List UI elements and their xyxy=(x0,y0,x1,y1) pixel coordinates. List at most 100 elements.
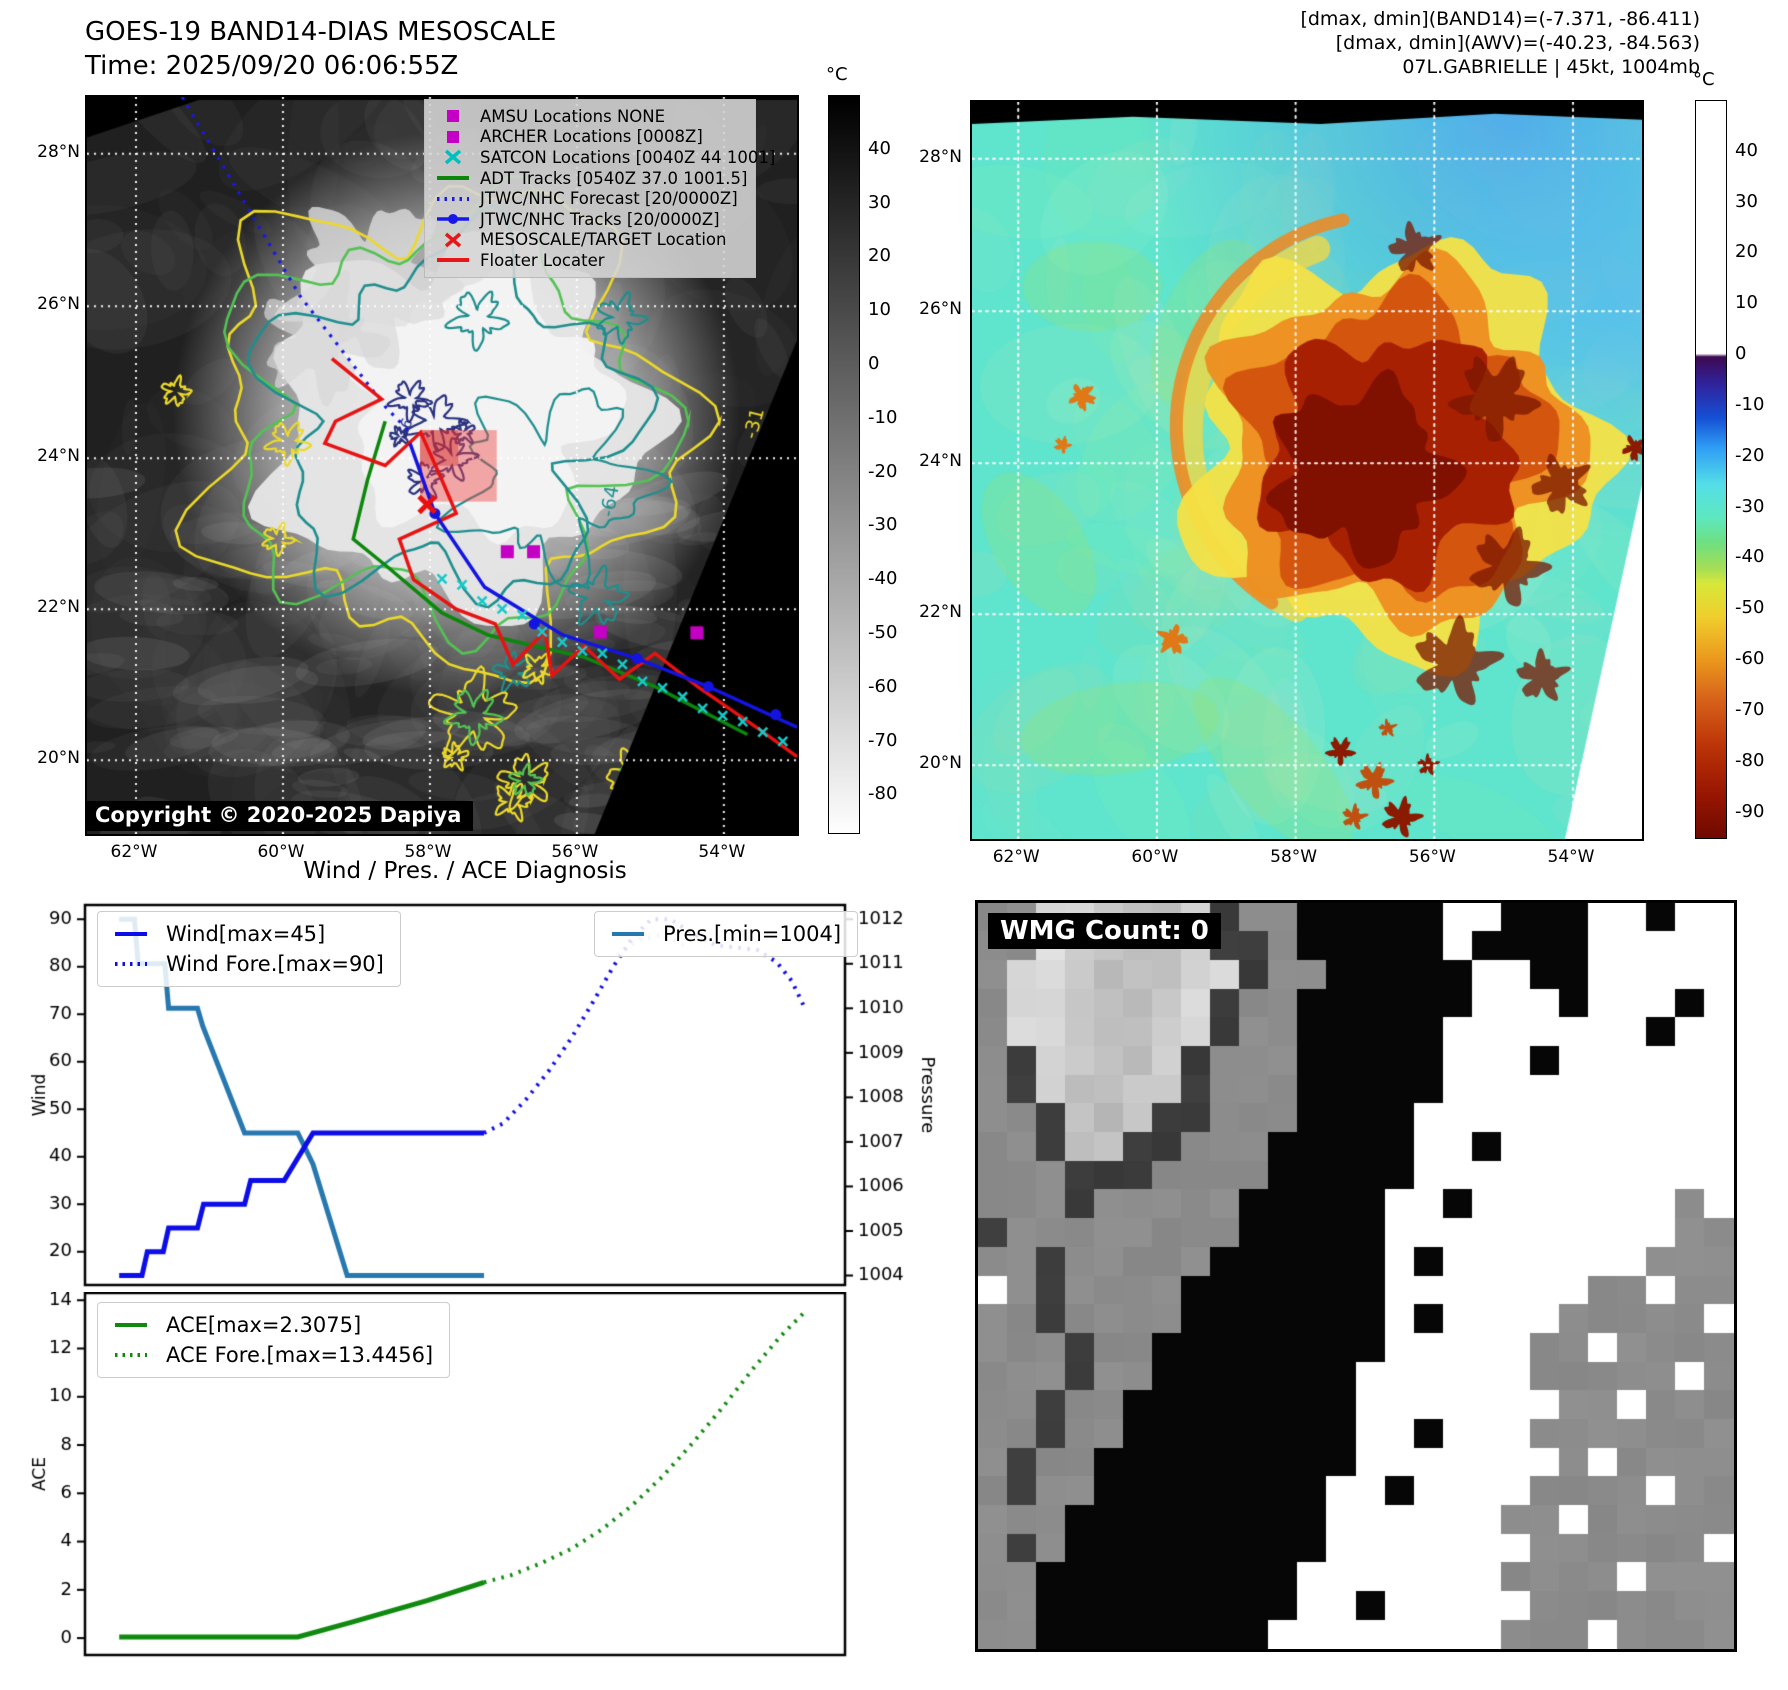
legend-swatch xyxy=(114,1317,154,1333)
cb-right-tick: -30 xyxy=(1735,495,1765,517)
x-swatch-icon xyxy=(444,150,462,165)
x-swatch-icon xyxy=(444,232,462,248)
wmg-raster-canvas xyxy=(978,903,1734,1649)
band14-lon-label: 62°W xyxy=(110,842,158,862)
legend-swatch xyxy=(611,926,651,942)
dotted-swatch-icon xyxy=(437,196,469,201)
band14-colorbar-unit: °C xyxy=(826,64,848,85)
legend-item: Wind[max=45] xyxy=(114,919,384,949)
awv-lat-label: 24°N xyxy=(919,451,962,472)
line-swatch-icon xyxy=(115,932,147,936)
awv-lon-label: 60°W xyxy=(1131,847,1179,867)
awv-header-line3: 07L.GABRIELLE | 45kt, 1004mb xyxy=(1402,55,1700,78)
cb-right-tick: -40 xyxy=(1735,546,1765,568)
legend-item: Wind Fore.[max=90] xyxy=(114,949,384,979)
legend-item: SATCON Locations [0040Z 44 1001] xyxy=(435,147,775,168)
legend-item: AMSU Locations NONE xyxy=(435,106,747,127)
dotted-swatch-icon xyxy=(115,1353,147,1357)
line-swatch-icon xyxy=(437,176,469,181)
awv-header: [dmax, dmin](BAND14)=(-7.371, -86.411) [… xyxy=(1040,8,1700,79)
pressure-chart-legend: Pres.[min=1004] xyxy=(594,911,859,957)
legend-label: Floater Locater xyxy=(480,250,605,270)
band14-map-legend: AMSU Locations NONE ARCHER Locations [000… xyxy=(424,99,775,278)
cb-right-tick: -60 xyxy=(1735,648,1765,670)
cb-right-tick: 40 xyxy=(1735,139,1758,161)
awv-header-line2: [dmax, dmin](AWV)=(-40.23, -84.563) xyxy=(1335,31,1700,54)
cb-right-tick: -90 xyxy=(1735,800,1765,822)
awv-map-panel xyxy=(970,100,1644,841)
awv-lat-label: 28°N xyxy=(919,146,962,167)
line-swatch-icon xyxy=(437,258,469,263)
awv-satellite-canvas xyxy=(972,102,1642,839)
legend-swatch xyxy=(435,149,471,165)
cb-left-tick: 10 xyxy=(868,299,891,321)
legend-item: ACE[max=2.3075] xyxy=(114,1310,433,1340)
legend-label: MESOSCALE/TARGET Location xyxy=(480,230,727,250)
band14-title: GOES-19 BAND14-DIAS MESOSCALE xyxy=(85,17,557,47)
legend-label: JTWC/NHC Tracks [20/0000Z] xyxy=(480,209,720,229)
legend-item: JTWC/NHC Tracks [20/0000Z] xyxy=(435,209,747,230)
wmg-panel: WMG Count: 0 xyxy=(975,900,1737,1652)
band14-lon-label: 54°W xyxy=(698,842,746,862)
awv-lat-label: 22°N xyxy=(919,602,962,623)
legend-item: MESOSCALE/TARGET Location xyxy=(435,230,747,251)
cb-left-tick: 20 xyxy=(868,245,891,267)
awv-colorbar-canvas xyxy=(1696,101,1726,838)
cb-right-tick: -80 xyxy=(1735,749,1765,771)
band14-lon-label: 60°W xyxy=(257,842,305,862)
cb-left-tick: -30 xyxy=(868,514,898,536)
legend-item: ADT Tracks [0540Z 37.0 1001.5] xyxy=(435,168,747,189)
cb-left-tick: 30 xyxy=(868,191,891,213)
band14-lon-label: 56°W xyxy=(551,842,599,862)
band14-lat-label: 28°N xyxy=(37,141,80,162)
line-swatch-icon xyxy=(612,932,644,936)
band14-lat-label: 20°N xyxy=(37,748,80,769)
cb-right-tick: -50 xyxy=(1735,597,1765,619)
awv-lon-label: 58°W xyxy=(1270,847,1318,867)
legend-label: ACE Fore.[max=13.4456] xyxy=(166,1343,434,1367)
cb-left-tick: -50 xyxy=(868,621,898,643)
wind-chart-legend: Wind[max=45] Wind Fore.[max=90] xyxy=(97,911,401,987)
cb-left-tick: -60 xyxy=(868,675,898,697)
awv-lat-label: 26°N xyxy=(919,299,962,320)
legend-swatch xyxy=(435,211,471,227)
legend-swatch xyxy=(435,232,471,248)
cb-right-tick: 10 xyxy=(1735,292,1758,314)
legend-label: AMSU Locations NONE xyxy=(480,106,666,126)
awv-header-line1: [dmax, dmin](BAND14)=(-7.371, -86.411) xyxy=(1300,8,1700,30)
cb-left-tick: -80 xyxy=(868,783,898,805)
cb-right-tick: 20 xyxy=(1735,241,1758,263)
legend-label: Wind[max=45] xyxy=(166,922,326,946)
awv-lon-label: 56°W xyxy=(1408,847,1456,867)
legend-swatch xyxy=(114,956,154,972)
legend-item: ARCHER Locations [0008Z] xyxy=(435,127,747,148)
square-swatch-icon xyxy=(447,110,459,123)
dotted-swatch-icon xyxy=(115,962,147,966)
legend-swatch xyxy=(435,129,471,145)
legend-label: ARCHER Locations [0008Z] xyxy=(480,127,703,147)
legend-swatch xyxy=(435,170,471,186)
legend-swatch xyxy=(114,1347,154,1363)
cb-right-tick: -10 xyxy=(1735,393,1765,415)
ace-chart-legend: ACE[max=2.3075] ACE Fore.[max=13.4456] xyxy=(97,1302,451,1378)
square-swatch-icon xyxy=(447,130,459,143)
awv-lon-label: 62°W xyxy=(992,847,1040,867)
legend-label: JTWC/NHC Forecast [20/0000Z] xyxy=(480,189,738,209)
cb-left-tick: -40 xyxy=(868,568,898,590)
cb-left-tick: -70 xyxy=(868,729,898,751)
cb-right-tick: -70 xyxy=(1735,698,1765,720)
band14-colorbar-canvas xyxy=(829,96,859,833)
legend-item: Pres.[min=1004] xyxy=(611,919,841,949)
legend-item: JTWC/NHC Forecast [20/0000Z] xyxy=(435,188,747,209)
legend-swatch xyxy=(435,252,471,268)
legend-label: ADT Tracks [0540Z 37.0 1001.5] xyxy=(480,168,748,188)
legend-label: ACE[max=2.3075] xyxy=(166,1313,362,1337)
awv-lon-label: 54°W xyxy=(1547,847,1595,867)
line-swatch-icon xyxy=(115,1323,147,1327)
diagnosis-title: Wind / Pres. / ACE Diagnosis xyxy=(303,858,627,884)
legend-item: Floater Locater xyxy=(435,250,747,271)
cb-left-tick: 0 xyxy=(868,352,880,374)
band14-map-panel: AMSU Locations NONE ARCHER Locations [000… xyxy=(85,95,799,836)
cb-right-tick: 30 xyxy=(1735,190,1758,212)
